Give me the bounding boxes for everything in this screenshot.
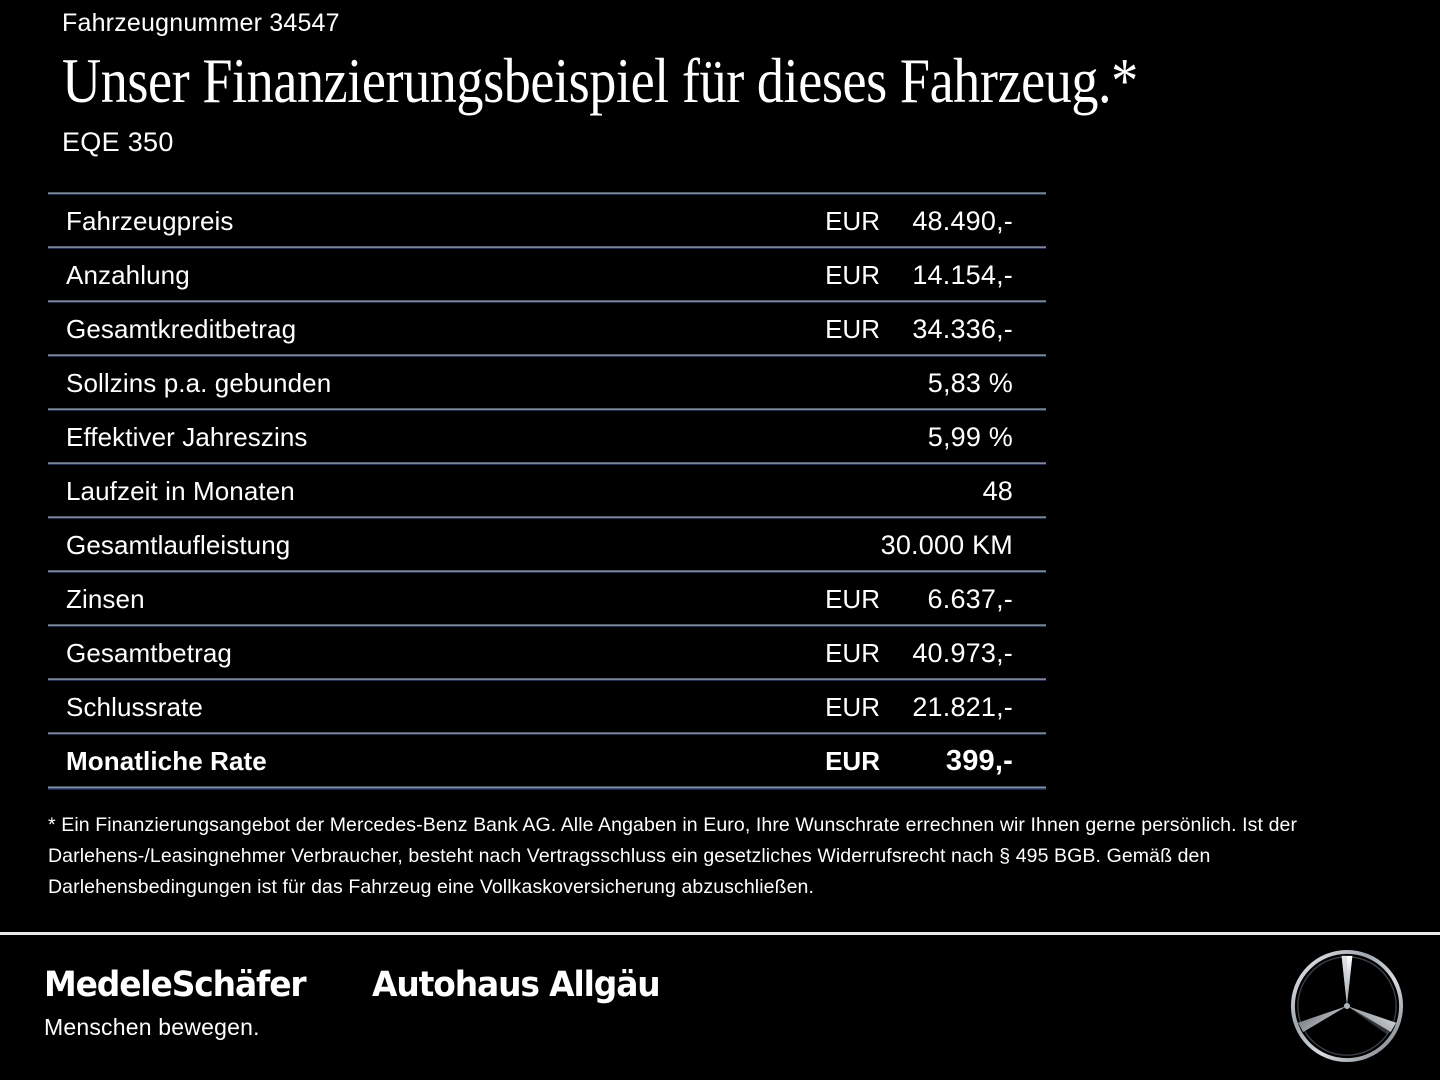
table-row: Sollzins p.a. gebunden 5,83 % xyxy=(48,357,1046,408)
row-value: 48.490,- xyxy=(912,205,1013,236)
table-row: Gesamtlaufleistung 30.000 KM xyxy=(48,519,1046,570)
table-divider xyxy=(48,516,1046,519)
footnote-disclaimer: * Ein Finanzierungsangebot der Mercedes-… xyxy=(48,814,1298,898)
dealer-second-name: Autohaus Allgäu xyxy=(372,965,661,1005)
table-divider xyxy=(48,570,1046,573)
row-label: Zinsen xyxy=(66,583,145,614)
table-divider xyxy=(48,354,1046,357)
row-value: 48 xyxy=(982,475,1013,506)
row-label: Gesamtbetrag xyxy=(66,637,232,668)
row-currency: EUR xyxy=(825,205,880,236)
table-row: Fahrzeugpreis EUR 48.490,- xyxy=(48,195,1046,246)
row-value: 14.154,- xyxy=(912,259,1013,290)
table-divider xyxy=(48,786,1046,790)
row-currency: EUR xyxy=(825,637,880,668)
table-row: Monatliche Rate EUR 399,- xyxy=(48,735,1046,786)
table-row: Gesamtkreditbetrag EUR 34.336,- xyxy=(48,303,1046,354)
row-label: Fahrzeugpreis xyxy=(66,205,234,236)
row-label: Anzahlung xyxy=(66,259,190,290)
table-divider xyxy=(48,732,1046,735)
table-row: Gesamtbetrag EUR 40.973,- xyxy=(48,627,1046,678)
row-value: 5,99 % xyxy=(927,421,1013,452)
row-label: Sollzins p.a. gebunden xyxy=(66,367,332,398)
row-value: 21.821,- xyxy=(912,691,1013,722)
row-currency: EUR xyxy=(825,583,880,614)
row-currency: EUR xyxy=(825,691,880,722)
row-label: Gesamtlaufleistung xyxy=(66,529,291,560)
page-footer: MedeleSchäfer Menschen bewegen. Autohaus… xyxy=(0,935,1440,1080)
dealer-tagline: Menschen bewegen. xyxy=(44,1014,260,1040)
row-value: 40.973,- xyxy=(912,637,1013,668)
row-value: 30.000 KM xyxy=(880,529,1013,560)
page-header: Fahrzeugnummer 34547 Unser Finanzierungs… xyxy=(62,8,1402,158)
table-row: Schlussrate EUR 21.821,- xyxy=(48,681,1046,732)
table-divider xyxy=(48,678,1046,681)
table-row: Anzahlung EUR 14.154,- xyxy=(48,249,1046,300)
table-divider xyxy=(48,300,1046,303)
row-label: Effektiver Jahreszins xyxy=(66,421,308,452)
financing-table: Fahrzeugpreis EUR 48.490,- Anzahlung EUR 14.1… xyxy=(48,192,1046,790)
table-divider xyxy=(48,462,1046,465)
table-divider xyxy=(48,192,1046,195)
footer-divider xyxy=(0,932,1440,935)
table-divider xyxy=(48,408,1046,411)
row-label: Gesamtkreditbetrag xyxy=(66,313,297,344)
vehicle-model: EQE 350 xyxy=(62,127,174,157)
row-label: Schlussrate xyxy=(66,691,203,722)
row-value: 5,83 % xyxy=(927,367,1013,398)
row-value: 34.336,- xyxy=(912,313,1013,344)
table-row: Effektiver Jahreszins 5,99 % xyxy=(48,411,1046,462)
table-divider xyxy=(48,624,1046,627)
table-divider xyxy=(48,246,1046,249)
row-currency: EUR xyxy=(825,259,880,290)
vehicle-number: Fahrzeugnummer 34547 xyxy=(62,9,340,37)
mercedes-benz-star-icon xyxy=(1288,947,1406,1065)
row-label: Monatliche Rate xyxy=(66,745,267,776)
row-currency: EUR xyxy=(825,745,880,776)
dealer-brand-block: MedeleSchäfer Menschen bewegen. xyxy=(44,965,322,1041)
row-label: Laufzeit in Monaten xyxy=(66,475,295,506)
dealer-name: MedeleSchäfer xyxy=(44,965,307,1005)
table-row: Laufzeit in Monaten 48 xyxy=(48,465,1046,516)
page-title: Unser Finanzierungsbeispiel für dieses F… xyxy=(62,46,1138,116)
row-currency: EUR xyxy=(825,313,880,344)
row-value: 6.637,- xyxy=(927,583,1013,614)
row-value: 399,- xyxy=(945,744,1013,777)
table-row: Zinsen EUR 6.637,- xyxy=(48,573,1046,624)
